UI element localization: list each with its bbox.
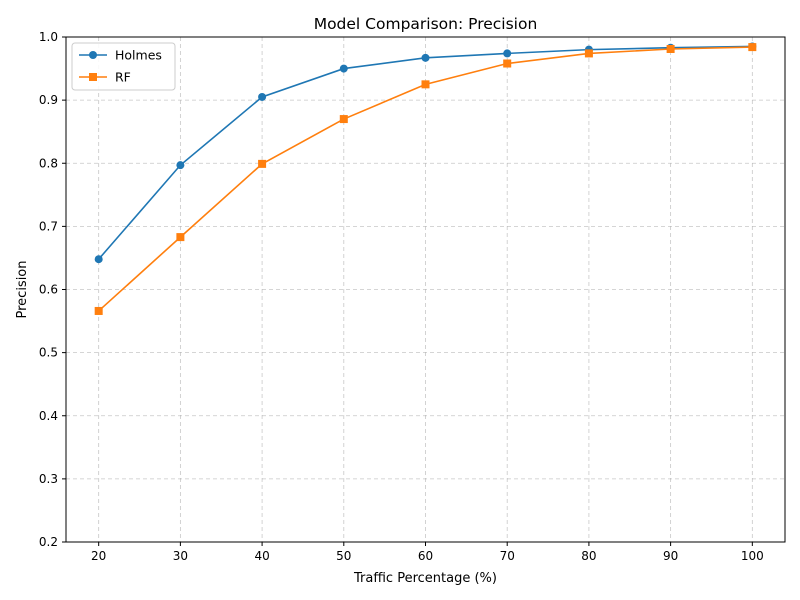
data-point-holmes (421, 53, 430, 62)
data-point-holmes (94, 255, 103, 264)
data-point-holmes (258, 92, 267, 101)
data-point-holmes (176, 161, 185, 170)
y-tick-label: 0.6 (39, 283, 58, 297)
x-tick-label: 20 (91, 549, 106, 563)
y-tick-label: 0.9 (39, 93, 58, 107)
legend-marker-rf (89, 73, 97, 81)
data-point-holmes (339, 64, 348, 73)
x-tick-label: 30 (173, 549, 188, 563)
data-point-rf (94, 306, 103, 315)
x-tick-label: 80 (581, 549, 596, 563)
legend-marker-holmes (89, 51, 97, 59)
data-point-rf (584, 49, 593, 58)
x-tick-label: 90 (663, 549, 678, 563)
x-axis-label: Traffic Percentage (%) (353, 571, 497, 586)
x-tick-label: 60 (418, 549, 433, 563)
y-tick-label: 0.2 (39, 535, 58, 549)
data-point-rf (503, 59, 512, 68)
x-tick-label: 40 (254, 549, 269, 563)
data-point-rf (666, 44, 675, 53)
x-tick-label: 100 (741, 549, 764, 563)
y-tick-label: 0.5 (39, 346, 58, 360)
chart-title: Model Comparison: Precision (314, 15, 538, 33)
series-layer (94, 42, 757, 315)
y-tick-label: 0.7 (39, 219, 58, 233)
y-tick-label: 0.3 (39, 472, 58, 486)
legend: Holmes RF (71, 42, 176, 91)
legend-item-holmes: Holmes (79, 48, 162, 63)
y-axis-label: Precision (15, 260, 30, 318)
legend-item-rf: RF (79, 70, 131, 85)
data-point-holmes (503, 49, 512, 58)
y-tick-label: 0.8 (39, 156, 58, 170)
x-tick-label: 70 (500, 549, 515, 563)
y-tick-label: 0.4 (39, 409, 58, 423)
x-tick-label: 50 (336, 549, 351, 563)
data-point-rf (339, 115, 348, 124)
tick-layer: 20 30 40 50 60 70 80 90 100 0.2 0.3 0.4 0.5 0.6 0.7 0.8… (39, 30, 764, 563)
series-rf (94, 43, 757, 315)
data-point-rf (176, 233, 185, 242)
y-tick-label: 1.0 (39, 30, 58, 44)
data-point-rf (748, 43, 757, 52)
legend-label-holmes: Holmes (115, 48, 162, 63)
legend-label-rf: RF (115, 70, 131, 85)
data-point-rf (258, 159, 267, 168)
data-point-rf (421, 80, 430, 89)
